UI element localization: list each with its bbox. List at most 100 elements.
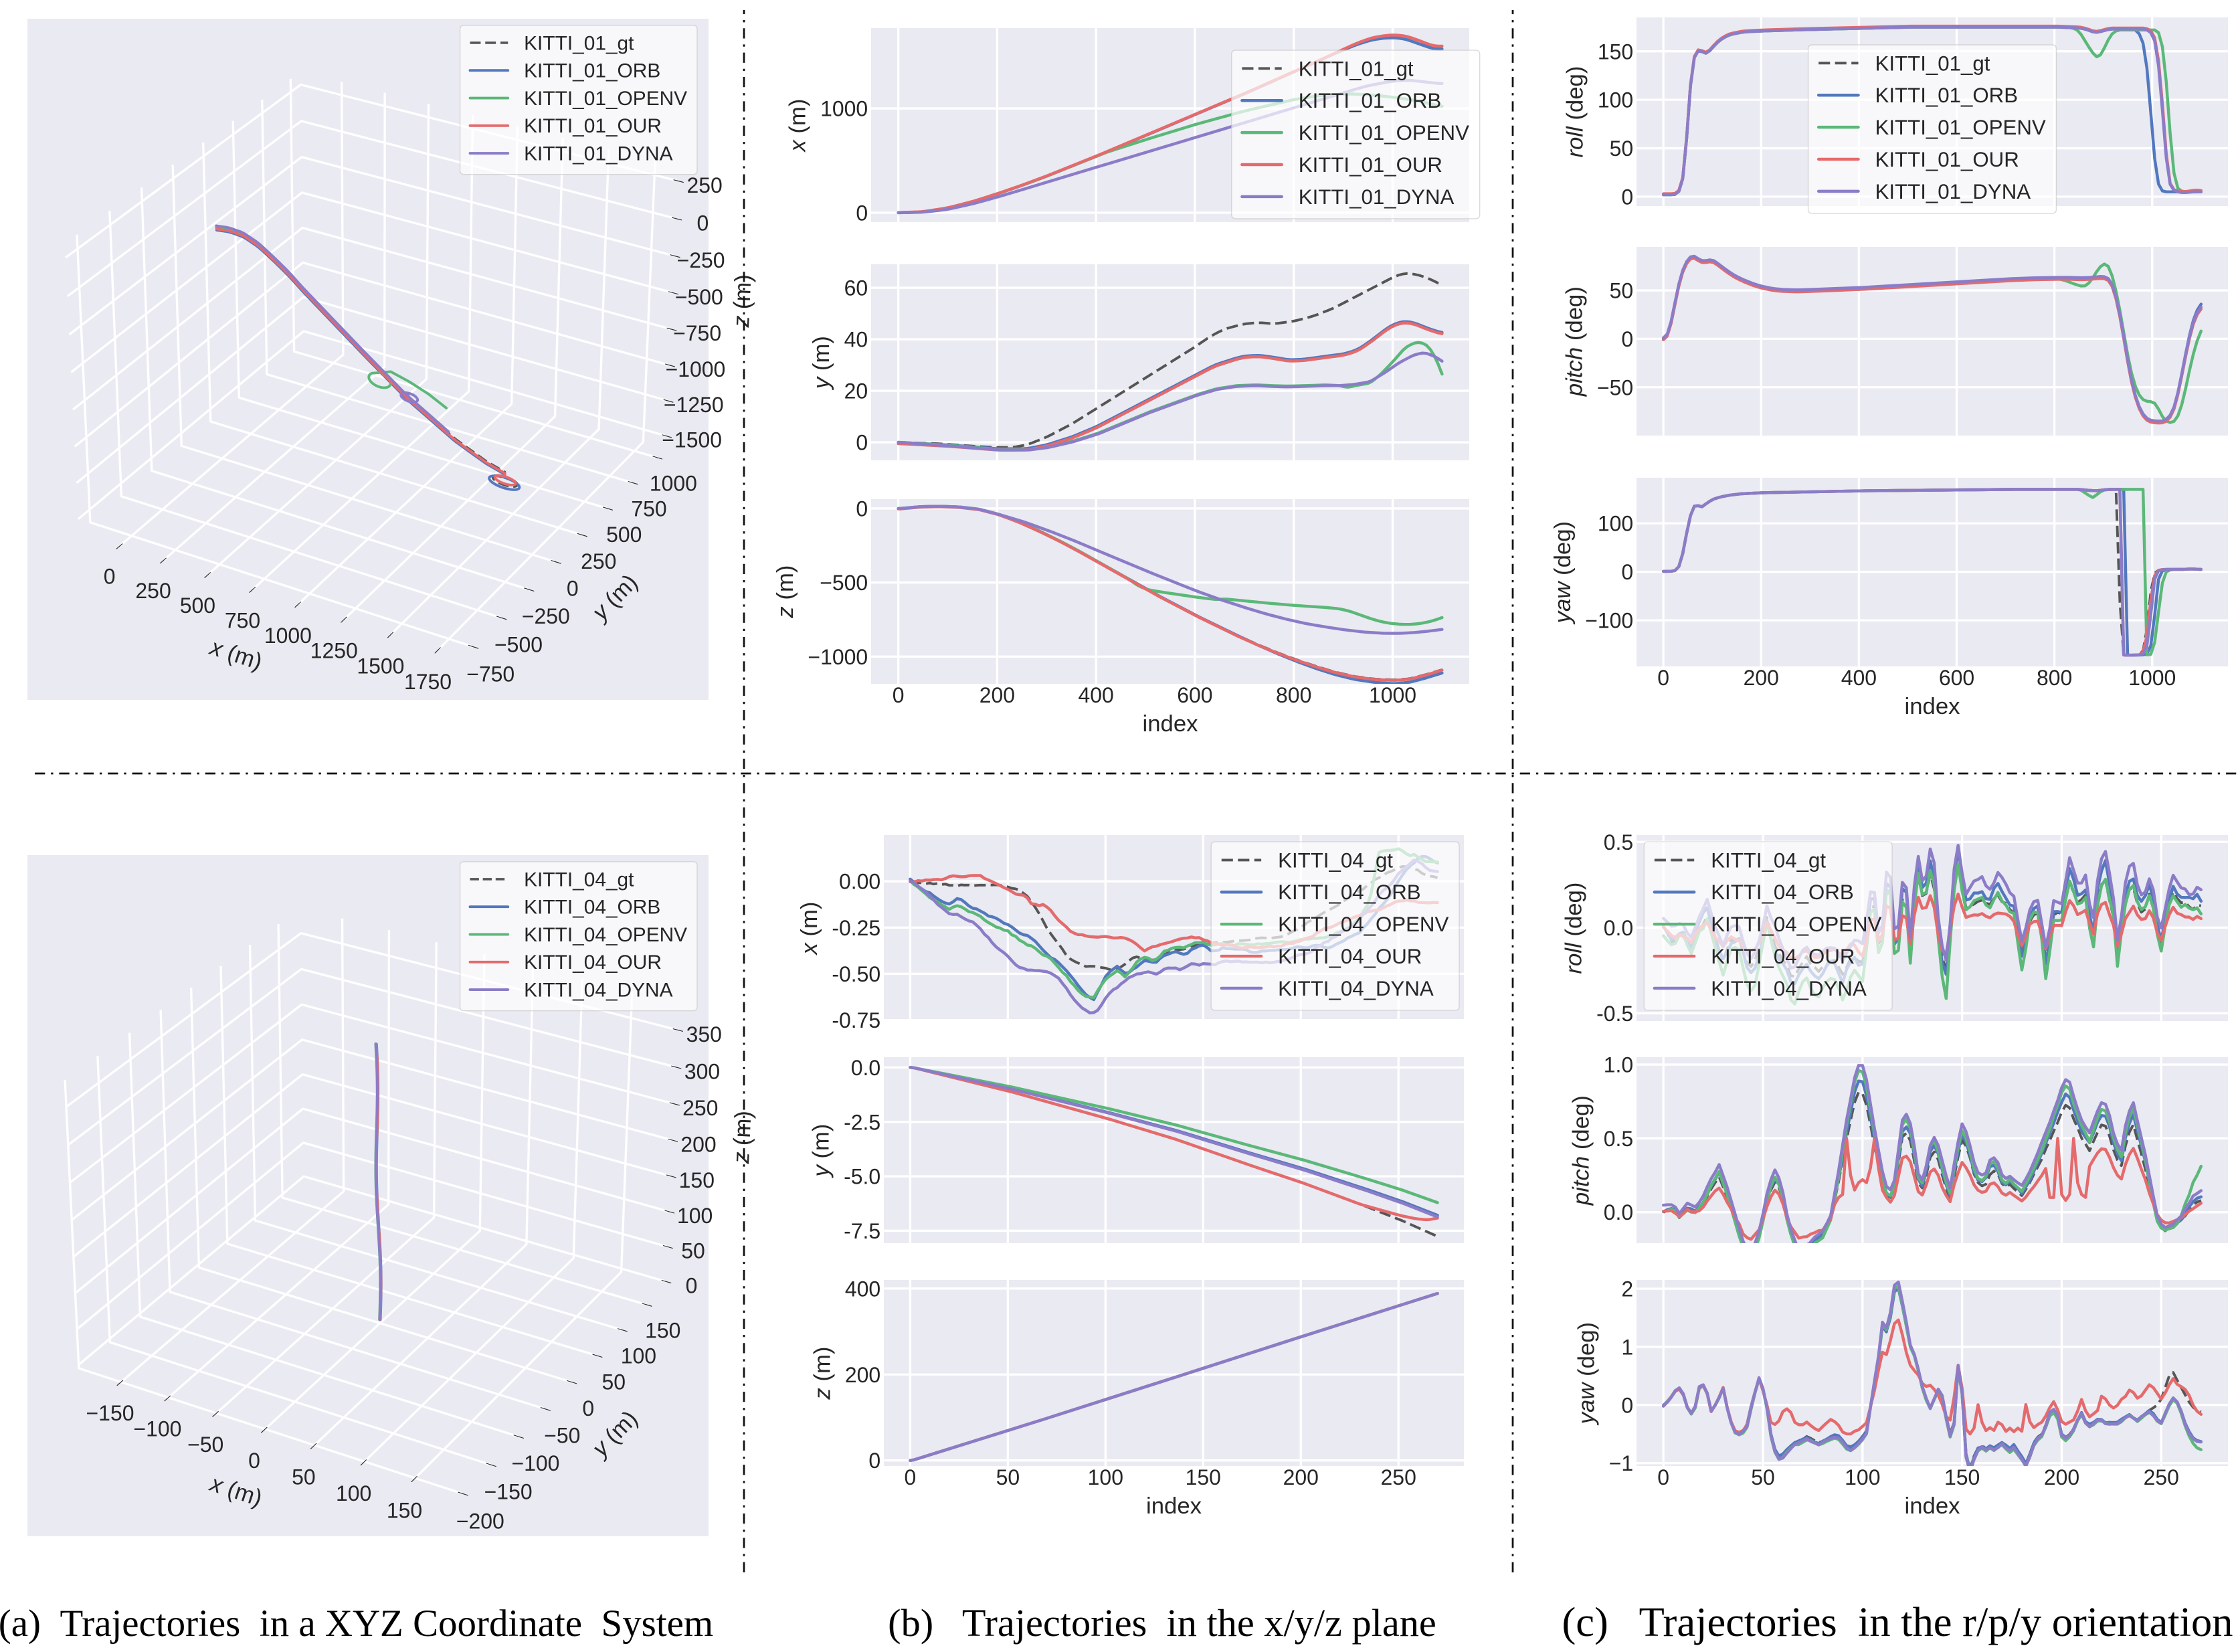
svg-text:0.00: 0.00 [839,870,880,894]
svg-text:750: 750 [225,608,260,632]
svg-text:−1500: −1500 [662,428,722,452]
svg-text:r o l l: r o l l ( d e g ) [1562,66,1588,158]
svg-text:250: 250 [2144,1465,2179,1489]
svg-text:−200: −200 [456,1509,504,1533]
svg-text:800: 800 [2037,666,2072,690]
svg-text:0: 0 [905,1465,917,1489]
svg-text:0.0: 0.0 [1604,1200,1633,1224]
svg-text:-0.25: -0.25 [832,916,880,940]
svg-text:150: 150 [1944,1465,1980,1489]
svg-text:0.0: 0.0 [1604,916,1633,940]
svg-text:KITTI_01_gt: KITTI_01_gt [524,32,634,54]
svg-text:500: 500 [606,523,642,547]
svg-text:y ( m: y ( m ) [809,336,834,390]
svg-text:200: 200 [680,1132,716,1156]
svg-text:0: 0 [1621,560,1633,584]
svg-text:0: 0 [1621,327,1633,351]
svg-text:0: 0 [856,201,868,225]
svg-text:50: 50 [681,1238,705,1263]
svg-text:150: 150 [679,1168,715,1192]
svg-text:800: 800 [1276,683,1311,707]
svg-text:y ( m: y ( m ) [809,1124,834,1178]
svg-text:x ( m: x ( m ) [785,99,811,153]
svg-text:−750: −750 [673,321,721,345]
svg-text:250: 250 [687,173,723,197]
svg-text:x ( m: x ( m ) [797,902,822,956]
svg-text:1.0: 1.0 [1604,1053,1633,1077]
svg-text:KITTI_01_ORB: KITTI_01_ORB [524,60,660,82]
svg-text:150: 150 [645,1319,680,1343]
svg-text:-5.0: -5.0 [844,1165,880,1189]
svg-text:−50: −50 [187,1433,223,1457]
svg-text:1250: 1250 [310,638,358,662]
svg-text:-7.5: -7.5 [844,1219,880,1243]
svg-text:100: 100 [1088,1465,1123,1489]
svg-text:KITTI_01_OPENV: KITTI_01_OPENV [1299,121,1469,145]
svg-text:0.5: 0.5 [1604,830,1633,854]
svg-text:KITTI_04_gt: KITTI_04_gt [1711,848,1826,872]
svg-text:250: 250 [581,549,616,573]
svg-text:KITTI_01_OPENV: KITTI_01_OPENV [524,88,687,110]
svg-text:50: 50 [996,1465,1020,1489]
svg-text:KITTI_01_OUR: KITTI_01_OUR [1875,148,2019,171]
svg-text:z ( m: z ( m ) [773,565,798,619]
svg-text:50: 50 [601,1370,626,1394]
svg-text:KITTI_01_OUR: KITTI_01_OUR [524,115,662,137]
svg-text:300: 300 [684,1059,720,1083]
svg-text:100: 100 [1598,512,1633,536]
svg-text:1000: 1000 [2128,666,2176,690]
svg-text:KITTI_04_DYNA: KITTI_04_DYNA [524,980,672,1002]
svg-text:−100: −100 [1585,609,1633,633]
svg-text:40: 40 [844,328,868,352]
svg-text:KITTI_04_ORB: KITTI_04_ORB [524,897,660,919]
svg-text:0: 0 [1657,1465,1669,1489]
svg-text:150: 150 [1186,1465,1221,1489]
svg-text:−50: −50 [1597,375,1633,399]
svg-text:−1000: −1000 [808,645,868,669]
svg-text:50: 50 [1751,1465,1775,1489]
svg-text:−1: −1 [1609,1451,1633,1475]
svg-text:index: index [1146,1493,1202,1519]
svg-text:y a w: y a w ( d e g ) [1574,1322,1599,1425]
svg-text:0: 0 [686,1273,698,1297]
svg-text:50: 50 [1610,279,1634,303]
svg-text:400: 400 [845,1277,880,1301]
svg-text:100: 100 [1598,88,1633,112]
svg-text:KITTI_04_DYNA: KITTI_04_DYNA [1278,977,1434,1000]
svg-text:2: 2 [1621,1277,1633,1301]
svg-text:0: 0 [248,1449,260,1473]
svg-text:600: 600 [1177,683,1212,707]
svg-text:0: 0 [1621,1393,1633,1417]
svg-text:index: index [1905,1493,1960,1519]
svg-text:y a w: y a w ( d e g ) [1550,521,1576,624]
svg-text:250: 250 [1381,1465,1416,1489]
svg-text:KITTI_01_DYNA: KITTI_01_DYNA [524,143,672,165]
svg-text:0: 0 [856,497,868,521]
svg-text:1000: 1000 [1369,683,1416,707]
svg-text:−100: −100 [133,1416,181,1441]
svg-text:200: 200 [2044,1465,2079,1489]
svg-text:−750: −750 [466,662,515,686]
svg-text:60: 60 [844,276,868,300]
svg-text:50: 50 [1610,136,1634,161]
svg-text:0: 0 [1621,185,1633,209]
svg-text:KITTI_04_ORB: KITTI_04_ORB [1278,881,1421,904]
svg-text:20: 20 [844,379,868,403]
svg-text:p i t c: p i t c h ( d e g ) [1562,286,1588,397]
svg-text:1750: 1750 [404,670,452,694]
svg-text:KITTI_01_ORB: KITTI_01_ORB [1875,84,2019,107]
svg-text:1500: 1500 [357,654,404,678]
svg-text:KITTI_01_DYNA: KITTI_01_DYNA [1875,180,2031,203]
svg-text:1000: 1000 [650,471,697,495]
svg-text:-2.5: -2.5 [844,1110,880,1134]
svg-text:(b) Trajectories in the x/y: (b) Trajectories in the x/y/z plane [888,1601,1436,1645]
svg-text:0: 0 [868,1449,880,1473]
svg-text:750: 750 [631,496,666,521]
svg-text:index: index [1143,711,1198,737]
svg-text:0: 0 [696,211,709,235]
svg-text:−500: −500 [675,285,723,309]
svg-text:200: 200 [845,1363,880,1387]
svg-text:KITTI_04_OUR: KITTI_04_OUR [1278,945,1422,968]
svg-text:−150: −150 [86,1401,134,1425]
svg-text:1000: 1000 [820,97,868,121]
